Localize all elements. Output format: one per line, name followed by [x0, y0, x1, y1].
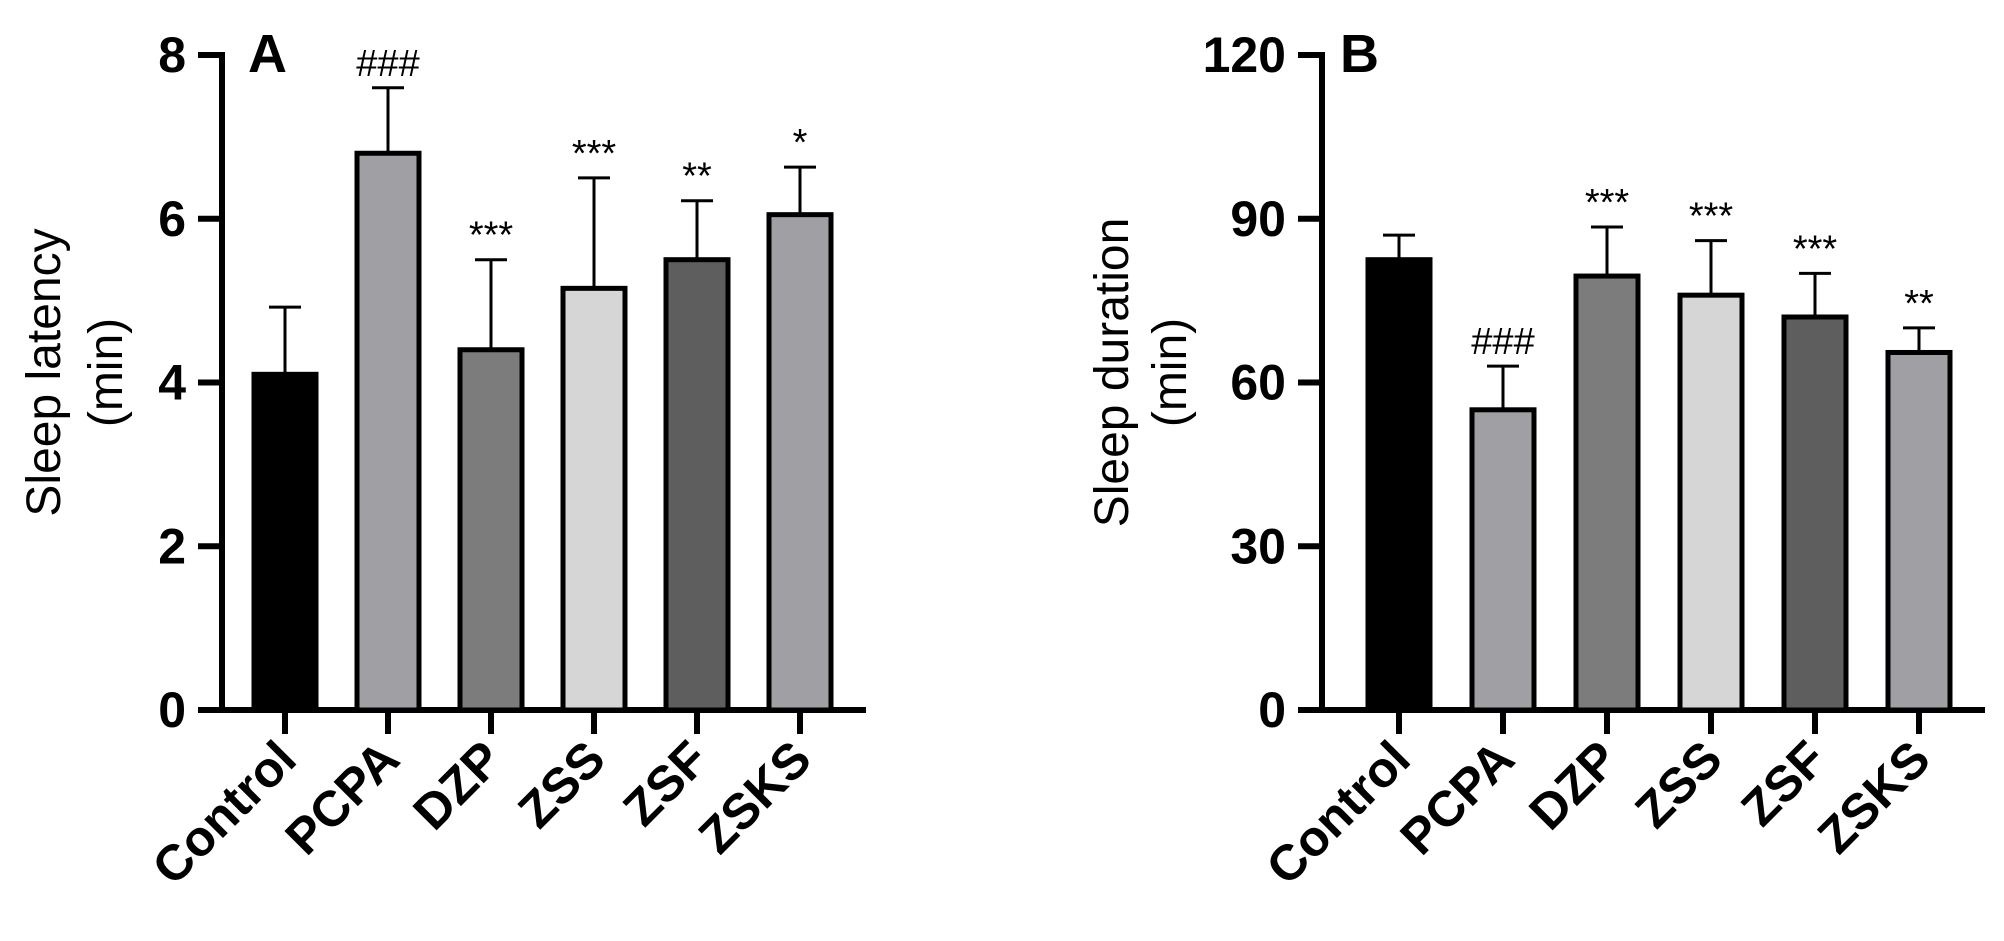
x-category-label: PCPA [275, 730, 410, 865]
x-category-label: ZSKS [1807, 730, 1941, 864]
x-category-label: DZP [1518, 730, 1628, 840]
x-category-label: PCPA [1390, 730, 1525, 865]
bar-zss [1677, 292, 1745, 713]
significance-label: *** [469, 215, 514, 257]
y-axis-title: Sleep duration [1086, 218, 1139, 528]
significance-label: * [793, 122, 808, 164]
y-tick-label: 2 [158, 518, 186, 574]
x-category-label: DZP [402, 730, 512, 840]
y-tick-label: 30 [1230, 518, 1286, 574]
significance-label: *** [1689, 196, 1734, 238]
significance-label: *** [572, 133, 617, 175]
bar-control [1365, 257, 1433, 713]
y-tick-label: 90 [1230, 191, 1286, 247]
x-category-label: ZSS [1624, 730, 1732, 838]
y-tick-label: 0 [158, 682, 186, 738]
bar-zsks [766, 212, 834, 713]
x-category-label: Control [1256, 730, 1421, 895]
significance-label: *** [1793, 228, 1838, 270]
significance-label: ** [1904, 283, 1934, 325]
significance-label: ** [682, 156, 712, 198]
bar-zsf [1781, 314, 1849, 713]
y-tick-label: 4 [158, 355, 186, 411]
x-category-label: ZSKS [688, 730, 822, 864]
panel-B: 0 30 60 90 120 Sleep duration (min) B ControlPCP… [1086, 24, 1985, 895]
significance-label: ### [1471, 321, 1534, 363]
bar-zsks [1885, 349, 1953, 713]
y-tick-label: 8 [158, 27, 186, 83]
bar-zsf [663, 257, 731, 713]
panel-label: A [248, 24, 287, 84]
bar-pcpa [1469, 407, 1537, 713]
bar-pcpa [354, 150, 422, 713]
bar-zss [560, 285, 628, 713]
panel-label: B [1340, 24, 1379, 84]
y-axis-unit: (min) [80, 318, 133, 427]
y-tick-label: 120 [1203, 27, 1286, 83]
bar-dzp [1573, 273, 1641, 713]
y-axis-unit: (min) [1144, 318, 1197, 427]
x-category-label: ZSS [507, 730, 615, 838]
significance-label: *** [1585, 182, 1630, 224]
y-axis-title: Sleep latency [18, 228, 71, 516]
significance-label: ### [356, 43, 419, 85]
bar-dzp [457, 347, 525, 713]
y-tick-label: 0 [1258, 682, 1286, 738]
x-category-label: Control [142, 730, 307, 895]
y-tick-label: 60 [1230, 355, 1286, 411]
y-tick-label: 6 [158, 191, 186, 247]
bar-control [251, 371, 319, 713]
